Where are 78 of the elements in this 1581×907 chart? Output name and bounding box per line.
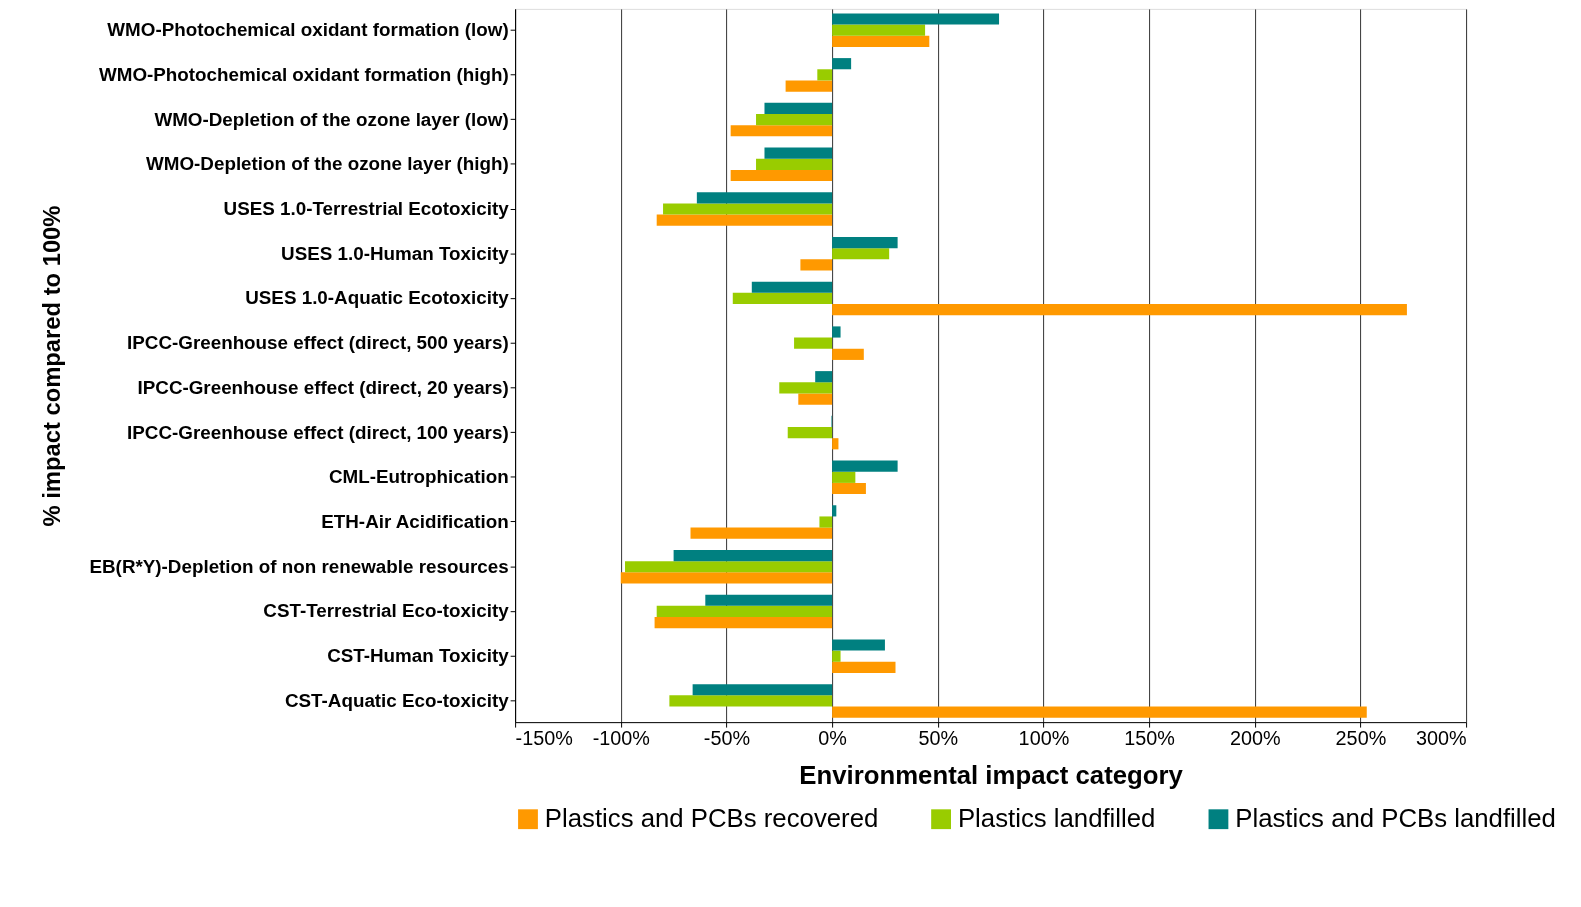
bar — [620, 572, 833, 584]
bar — [832, 348, 864, 360]
bar — [819, 516, 833, 528]
x-tick-label: 150% — [1124, 727, 1175, 750]
y-tick-label: WMO-Depletion of the ozone layer (low) — [154, 108, 509, 130]
bar — [764, 102, 833, 114]
y-tick-label: CML-Eutrophication — [328, 466, 509, 488]
bar — [696, 192, 833, 204]
bar — [817, 69, 833, 81]
x-tick-label: -150% — [515, 727, 573, 750]
y-tick-label: CST-Human Toxicity — [327, 645, 510, 667]
bar — [669, 695, 833, 707]
bar — [832, 326, 841, 338]
bar — [832, 706, 1367, 718]
bar — [656, 605, 833, 618]
bar — [815, 371, 833, 383]
bar — [832, 13, 1000, 25]
x-tick-label: 200% — [1229, 727, 1281, 750]
bar — [832, 438, 839, 450]
y-tick-label: EB(R*Y)-Depletion of non renewable resources — [89, 555, 509, 577]
x-tick-label: 100% — [1018, 727, 1070, 750]
bar — [625, 561, 833, 573]
bar — [832, 505, 837, 517]
bar — [673, 549, 833, 562]
bar — [832, 24, 926, 36]
y-tick-label: USES 1.0-Terrestrial Ecotoxicity — [223, 197, 510, 219]
y-tick-label: ETH-Air Acidification — [321, 510, 509, 532]
x-tick-label: 250% — [1335, 727, 1387, 750]
y-tick-label: WMO-Depletion of the ozone layer (high) — [146, 153, 509, 175]
bar — [692, 684, 833, 696]
bar — [732, 292, 833, 305]
bar — [730, 169, 833, 182]
y-tick-label: CST-Aquatic Eco-toxicity — [284, 689, 510, 711]
bar — [705, 594, 833, 606]
bar — [798, 393, 833, 405]
bar — [756, 113, 833, 126]
bar — [832, 248, 890, 260]
bar — [832, 639, 885, 651]
y-tick-label: CST-Terrestrial Eco-toxicity — [263, 600, 510, 622]
bar — [832, 236, 898, 249]
bar — [663, 203, 833, 215]
y-tick-label: IPCC-Greenhouse effect (direct, 100 years) — [127, 421, 509, 443]
x-tick-label: 50% — [918, 727, 959, 750]
legend-label: Plastics and PCBs recovered — [544, 804, 879, 833]
y-tick-label: WMO-Photochemical oxidant formation (high) — [98, 63, 509, 85]
bar — [832, 304, 1407, 316]
bar — [832, 58, 852, 70]
legend-label: Plastics landfilled — [957, 804, 1156, 833]
bar — [730, 125, 833, 137]
bar — [690, 527, 833, 539]
bar — [785, 80, 833, 92]
bar — [779, 382, 833, 394]
y-tick-label: IPCC-Greenhouse effect (direct, 20 years) — [137, 376, 509, 398]
bar — [832, 460, 898, 472]
bar — [756, 158, 833, 170]
y-tick-label: IPCC-Greenhouse effect (direct, 500 years) — [127, 332, 509, 354]
y-tick-label: WMO-Photochemical oxidant formation (low) — [107, 19, 509, 41]
x-tick-label: -50% — [703, 727, 751, 750]
bar — [832, 650, 841, 662]
bar — [832, 482, 866, 495]
bar — [656, 214, 833, 226]
x-tick-label: 0% — [818, 727, 847, 750]
bar — [751, 281, 833, 293]
bar — [832, 661, 896, 673]
bar — [800, 259, 833, 271]
bar — [654, 617, 833, 629]
x-tick-label: -100% — [592, 727, 650, 750]
x-tick-label: 300% — [1415, 727, 1467, 750]
y-tick-label: USES 1.0-Human Toxicity — [281, 242, 510, 264]
bar — [832, 35, 930, 47]
x-axis-title: Environmental impact category — [799, 761, 1184, 790]
bar — [787, 427, 833, 439]
bar — [794, 337, 833, 349]
bar — [764, 147, 833, 159]
y-axis-title: % impact compared to 100% — [37, 205, 65, 527]
bar — [832, 471, 856, 483]
legend-label: Plastics and PCBs landfilled — [1235, 804, 1556, 833]
y-tick-label: USES 1.0-Aquatic Ecotoxicity — [245, 287, 510, 309]
